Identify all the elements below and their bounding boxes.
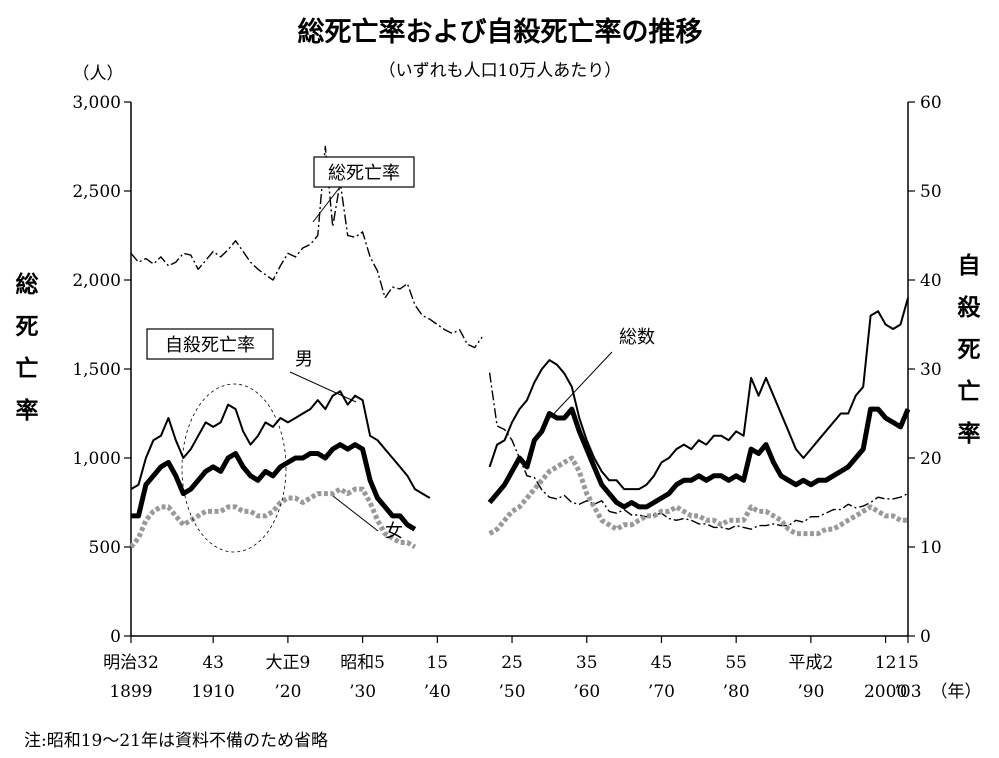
annotation-suicide-ellipse [181, 383, 287, 553]
series-group [129, 145, 911, 550]
axis-label-char: 亡 [16, 355, 39, 382]
y-right-axis-label: 自殺死亡率 [958, 252, 982, 447]
series-line-男 [130, 297, 909, 499]
annotation-total-death-label: 総死亡率 [328, 163, 400, 184]
x-tick-label-era: 15 [897, 653, 919, 673]
x-tick-label-era: 45 [651, 653, 673, 673]
y-right-tick-label: 0 [920, 627, 931, 647]
axis-label-char: 亡 [958, 378, 981, 405]
axis-label-char: 死 [958, 337, 981, 363]
y-right-tick-label: 60 [920, 93, 942, 113]
x-tick-label-era: 55 [725, 653, 747, 673]
x-tick-label-year: ’20 [274, 682, 301, 702]
y-right-tick-label: 10 [920, 538, 942, 558]
annotation-male: 男 [289, 349, 357, 403]
axes [130, 102, 909, 637]
y-left-axis-label: 総死亡率 [16, 271, 39, 424]
annotation-total-leader [547, 351, 613, 421]
x-tick-label-year: ’40 [424, 682, 451, 702]
y-right-tick-label: 50 [920, 182, 942, 202]
annotation-total-death-box [313, 156, 415, 188]
axis-label-char: 率 [16, 397, 39, 424]
y-left-unit: （人） [73, 64, 124, 84]
axis-label-char: 自 [958, 252, 981, 279]
x-tick-label-era: 平成2 [788, 653, 833, 673]
footnote: 注:昭和19〜21年は資料不備のため省略 [24, 731, 328, 751]
series-line-総数 [131, 406, 911, 532]
annotation-female-leader [332, 495, 379, 532]
x-tick-label-era: 15 [426, 653, 448, 673]
axis-label-char: 総 [16, 271, 39, 298]
annotation-suicide-label: 自殺死亡率 [165, 335, 255, 356]
series-line-総死亡率 [130, 145, 909, 530]
y-right-tick-label: 20 [920, 449, 942, 469]
annotation-female: 女 [332, 495, 403, 542]
y-right-tick-label: 40 [920, 271, 942, 291]
annotation-suicide-box [146, 328, 274, 360]
y-left-tick-label: 2,500 [72, 182, 121, 202]
x-tick-label-year: 1910 [192, 682, 235, 702]
y-left-tick-label: 2,000 [72, 271, 121, 291]
annotation-total: 総数 [547, 327, 655, 421]
axis-label-char: 殺 [958, 294, 982, 321]
y-left-ticks: 0 500 1,000 1,500 2,000 2,500 3,000 [72, 93, 131, 647]
axis-label-char: 死 [16, 314, 39, 340]
chart-subtitle: （いずれも人口10万人あたり） [379, 61, 622, 81]
y-right-ticks: 0 10 20 30 40 50 60 [908, 93, 942, 647]
annotation-total-death-leader [312, 186, 341, 223]
x-tick-label-year: ’50 [499, 682, 526, 702]
x-tick-label-era: 明治32 [103, 653, 159, 673]
y-right-tick-label: 30 [920, 360, 942, 380]
y-left-tick-label: 0 [110, 627, 121, 647]
x-axis-unit: （年） [931, 682, 982, 702]
x-tick-label-year: ’90 [797, 682, 824, 702]
annotation-total-label: 総数 [619, 327, 655, 348]
annotation-male-label: 男 [295, 349, 313, 370]
annotation-suicide: 自殺死亡率 [146, 328, 287, 553]
annotation-male-leader [289, 371, 357, 403]
y-left-tick-label: 3,000 [72, 93, 121, 113]
axis-label-char: 率 [958, 420, 981, 447]
x-tick-label-year: ’03 [894, 682, 921, 702]
x-tick-label-year: ’30 [349, 682, 376, 702]
x-tick-label-era: 昭和5 [340, 653, 385, 673]
x-tick-label-year: ’80 [723, 682, 750, 702]
y-left-tick-label: 1,500 [72, 360, 121, 380]
x-tick-label-era: 大正9 [265, 653, 310, 673]
x-tick-label-year: 2000 [864, 682, 907, 702]
x-tick-label-year: 1899 [109, 682, 152, 702]
y-left-tick-label: 500 [89, 538, 121, 558]
annotation-total-death: 総死亡率 [312, 156, 415, 223]
series-line-女 [129, 455, 908, 550]
chart-title: 総死亡率および自殺死亡率の推移 [298, 16, 703, 48]
x-tick-label-era: 25 [501, 653, 523, 673]
y-left-tick-label: 1,000 [72, 449, 121, 469]
annotation-female-label: 女 [385, 521, 403, 542]
x-tick-label-era: 12 [875, 653, 897, 673]
x-ticks: 明治32 1899 43 1910 大正9 ’20 昭和5 ’30 15 ’40 25 ’50 35 ’6… [103, 636, 922, 702]
x-tick-label-era: 43 [202, 653, 224, 673]
x-tick-label-era: 35 [576, 653, 598, 673]
x-tick-label-year: ’60 [573, 682, 600, 702]
x-tick-label-year: ’70 [648, 682, 675, 702]
